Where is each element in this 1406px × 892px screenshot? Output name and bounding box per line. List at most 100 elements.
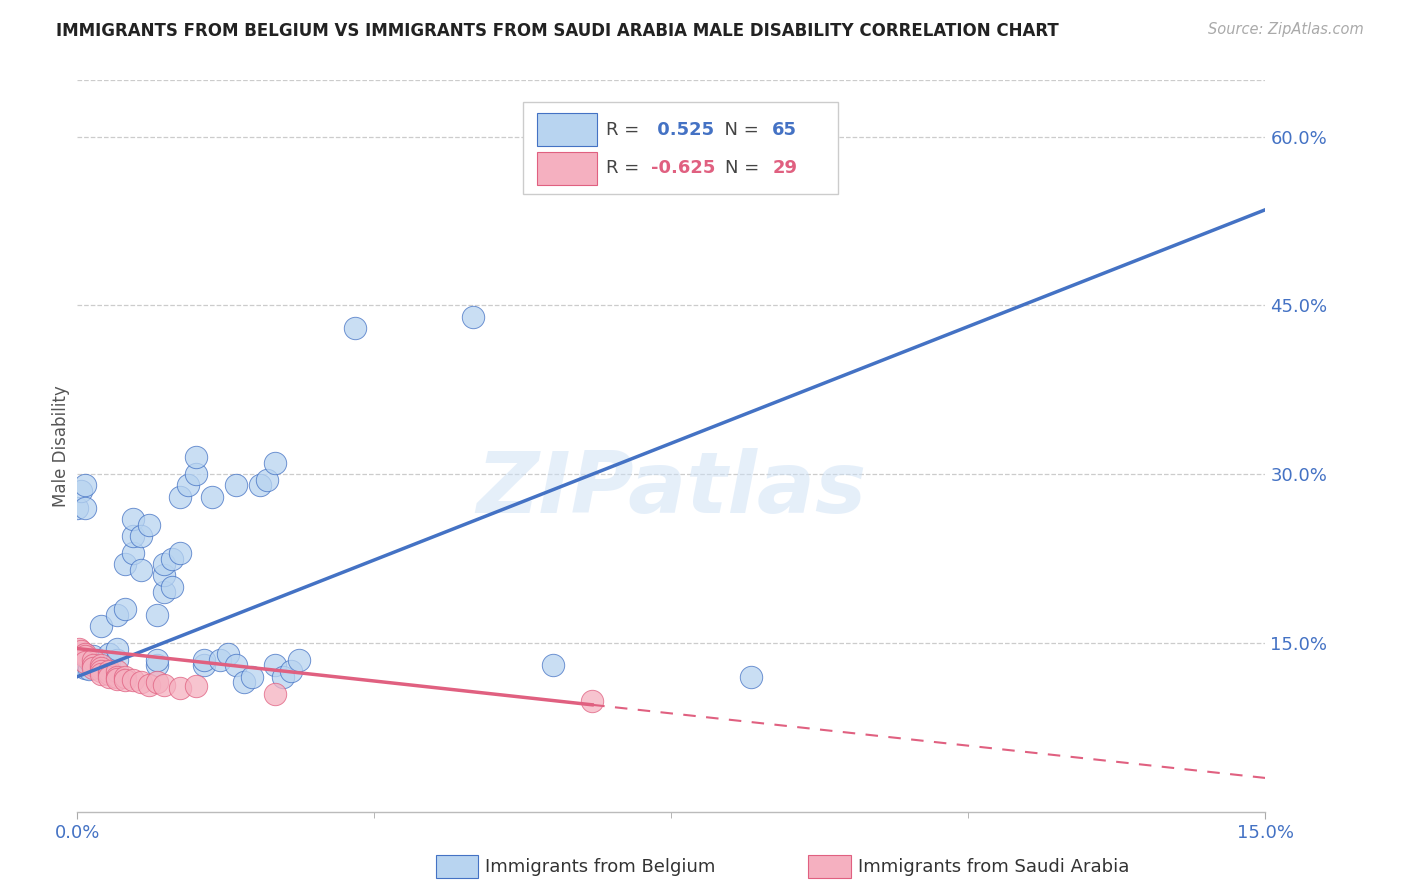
Point xyxy=(114,557,136,571)
Text: N =: N = xyxy=(725,159,765,177)
Point xyxy=(94,655,117,669)
Point xyxy=(82,653,104,667)
Point xyxy=(541,658,564,673)
Point xyxy=(75,647,97,661)
Point xyxy=(86,658,108,673)
Text: 0.525: 0.525 xyxy=(651,121,714,139)
Text: Immigrants from Belgium: Immigrants from Belgium xyxy=(485,858,716,876)
Point xyxy=(208,653,231,667)
Point xyxy=(75,649,97,664)
Point xyxy=(162,580,184,594)
Point xyxy=(145,607,167,622)
Point xyxy=(217,647,239,661)
Point xyxy=(193,658,215,673)
Point xyxy=(129,563,152,577)
Point xyxy=(225,658,247,673)
Point xyxy=(138,677,160,691)
Point xyxy=(121,673,143,687)
Point xyxy=(280,664,302,678)
Point xyxy=(114,602,136,616)
Point xyxy=(186,450,208,465)
Point xyxy=(225,478,247,492)
Point xyxy=(75,647,97,661)
Point xyxy=(114,673,136,687)
Point xyxy=(77,653,100,667)
Point xyxy=(82,661,104,675)
Point xyxy=(90,661,112,675)
Point xyxy=(169,681,191,695)
Point xyxy=(114,670,136,684)
Text: R =: R = xyxy=(606,159,645,177)
Point xyxy=(105,653,128,667)
Point xyxy=(105,670,128,684)
Point xyxy=(90,664,112,678)
Point xyxy=(264,658,287,673)
Text: Immigrants from Saudi Arabia: Immigrants from Saudi Arabia xyxy=(858,858,1129,876)
Point xyxy=(288,653,311,667)
Point xyxy=(145,653,167,667)
Point xyxy=(145,658,167,673)
Point xyxy=(90,658,112,673)
Point xyxy=(70,644,93,658)
Point xyxy=(67,641,90,656)
Point xyxy=(169,490,191,504)
Point xyxy=(779,118,801,132)
Point xyxy=(98,670,121,684)
Point xyxy=(70,658,93,673)
Point xyxy=(249,478,271,492)
Point xyxy=(264,456,287,470)
Point xyxy=(193,653,215,667)
Point xyxy=(98,656,121,670)
Point xyxy=(70,483,93,498)
FancyBboxPatch shape xyxy=(523,103,838,194)
Point xyxy=(75,661,97,675)
Point xyxy=(153,585,176,599)
Point xyxy=(153,568,176,582)
Point xyxy=(86,653,108,667)
Point xyxy=(138,517,160,532)
Point xyxy=(256,473,278,487)
Point xyxy=(82,658,104,673)
Point xyxy=(105,607,128,622)
Point xyxy=(240,670,263,684)
Point xyxy=(343,321,366,335)
Point xyxy=(105,641,128,656)
Point xyxy=(186,679,208,693)
Point xyxy=(145,675,167,690)
Point xyxy=(177,478,200,492)
Point xyxy=(169,546,191,560)
Point xyxy=(75,478,97,492)
Point xyxy=(162,551,184,566)
Point xyxy=(75,655,97,669)
Point xyxy=(121,546,143,560)
Point xyxy=(129,675,152,690)
Point xyxy=(271,670,294,684)
Point xyxy=(82,658,104,673)
Point xyxy=(66,500,89,515)
Point xyxy=(82,649,104,664)
Text: ZIPatlas: ZIPatlas xyxy=(477,449,866,532)
Text: IMMIGRANTS FROM BELGIUM VS IMMIGRANTS FROM SAUDI ARABIA MALE DISABILITY CORRELAT: IMMIGRANTS FROM BELGIUM VS IMMIGRANTS FR… xyxy=(56,22,1059,40)
Point xyxy=(90,619,112,633)
Point xyxy=(82,656,104,670)
Text: N =: N = xyxy=(713,121,765,139)
Point xyxy=(98,667,121,681)
Y-axis label: Male Disability: Male Disability xyxy=(52,385,70,507)
Text: 29: 29 xyxy=(772,159,797,177)
Point xyxy=(129,529,152,543)
Text: 65: 65 xyxy=(772,121,797,139)
Point xyxy=(463,310,485,324)
Point xyxy=(105,664,128,678)
Point xyxy=(77,662,100,676)
Bar xyxy=(537,113,596,146)
Point xyxy=(153,557,176,571)
Point xyxy=(121,529,143,543)
Point xyxy=(581,694,603,708)
Point xyxy=(201,490,224,504)
Point xyxy=(90,655,112,669)
Point xyxy=(105,672,128,686)
Point xyxy=(232,675,254,690)
Point xyxy=(75,500,97,515)
Text: Source: ZipAtlas.com: Source: ZipAtlas.com xyxy=(1208,22,1364,37)
Point xyxy=(186,467,208,482)
